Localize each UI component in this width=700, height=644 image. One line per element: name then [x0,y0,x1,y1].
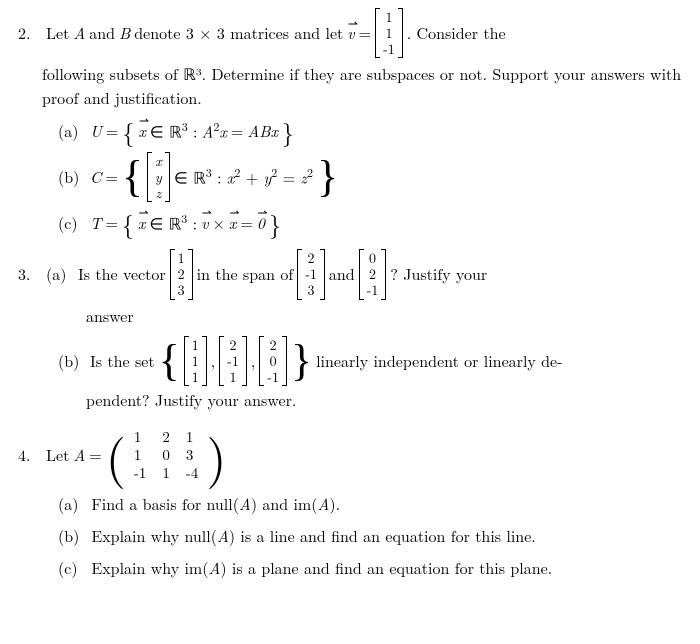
q2a-rhs: ABx⃗ [247,119,278,143]
q2c-x: x [138,211,145,235]
q2-B: B [119,21,130,45]
m-entry: -1 [134,464,147,482]
q4-pre: Let [46,443,69,467]
q2-v: v [347,21,354,45]
q3b-t1: Is the set [90,349,155,373]
v-entry: 1 [192,369,199,385]
q2b-eq: = [105,165,117,189]
q3a-v3: 0 2 -1 [359,249,387,299]
q2c-x2: x [229,211,236,235]
q2c-in: ∈ ℝ3 : [149,210,197,235]
v-entry: -1 [367,282,379,298]
q3a-v1: 1 2 3 [170,249,193,299]
q2b-C: C [90,165,101,189]
q4c-label: (c) [58,556,86,580]
q2a-eq2: = [231,119,243,143]
q2a-in: ∈ ℝ3 : [150,118,198,143]
brace-l-icon: { [122,155,143,199]
v-entry: z [156,185,162,201]
paren-l-icon: ( [106,429,126,481]
q4b: (b) Explain why null(A) is a line and fi… [58,524,682,548]
comma: , [211,349,215,373]
q4-number: 4. [18,443,42,467]
q4b-label: (b) [58,524,86,548]
question-3: 3. (a) Is the vector 1 2 3 in the span o… [18,249,682,412]
q3a: 3. (a) Is the vector 1 2 3 in the span o… [18,249,682,299]
brace-r-icon: } [317,155,338,199]
q2b-cond: ∈ ℝ3 : x2 + y2 = z2 [174,164,313,189]
brace-r-icon: } [291,339,312,383]
q3-number: 3. [18,262,42,286]
paren-r-icon: ) [206,429,226,481]
q3a-t2: in the span of [197,262,294,286]
v-entry: 3 [308,282,315,298]
q2-vec-v: 1 1 -1 [375,8,403,58]
q4a-text: Find a basis for null(A) and im(A). [91,492,340,515]
q3b-label: (b) [58,349,86,373]
q4c-text: Explain why im(A) is a plane and find an… [91,556,552,579]
q2-consider: . Consider the [407,21,506,45]
q2-text-let: Let [46,21,69,45]
q2c-v: v [201,211,208,235]
q3a-label: (a) [46,262,74,286]
brace-l-icon: { [122,119,134,143]
question-2: 2. Let A and B denote 3 × 3 matrices and… [18,8,682,235]
q4c: (c) Explain why im(A) is a plane and fin… [58,556,682,580]
q2a: (a) U = { x ∈ ℝ3 : A2x⃗ = ABx⃗ } [58,118,682,143]
m-entry: 1 [162,464,170,482]
q3b-v1: 1 1 1 [184,336,207,386]
q3a-t1: Is the vector [78,262,166,286]
question-4: 4. Let A = ( 1 2 1 1 0 3 -1 1 -4 ) (a) F… [18,426,682,580]
q4-eq: = [89,443,101,467]
q4-A: A [73,443,85,467]
q2-A: A [73,21,85,45]
q2-intro-line1: 2. Let A and B denote 3 × 3 matrices and… [18,8,682,58]
q2c-eq2: = [240,211,252,235]
q2-number: 2. [18,21,42,45]
q2a-U: U [90,119,102,143]
v-entry: 3 [178,282,185,298]
q2c-T: T [90,211,101,235]
q3b-t2: linearly independent or linearly de- [316,349,562,373]
q2-line2: following subsets of ℝ³. Determine if th… [42,62,682,110]
q2c-times: × [212,211,224,235]
brace-l-icon: { [159,339,180,383]
q2-denote: denote 3 × 3 matrices and let [134,21,343,45]
brace-r-icon: } [269,211,281,235]
brace-r-icon: } [282,119,294,143]
q2b: (b) C = { x y z ∈ ℝ3 : x2 + y2 = z2 } [58,152,682,202]
q2b-label: (b) [58,165,86,189]
q2c: (c) T = { x ∈ ℝ3 : v × x = 0 } [58,210,682,235]
q2a-lhs: A2x⃗ [202,118,227,143]
q3b-v3: 2 0 -1 [259,336,287,386]
m-entry: -4 [186,464,199,482]
q4a-label: (a) [58,492,86,516]
q3b-v2: 2 -1 1 [219,336,247,386]
q3a-t5: answer [86,304,682,328]
v-entry: 1 [230,369,237,385]
q4b-text: Explain why null(A) is a line and find a… [91,524,535,547]
q2c-label: (c) [58,211,86,235]
q3a-t3: and [329,262,355,286]
q3b-t3: pendent? Justify your answer. [86,388,682,412]
v-entry: -1 [267,369,279,385]
q4a: (a) Find a basis for null(A) and im(A). [58,492,682,516]
q3b: (b) Is the set { 1 1 1 , 2 -1 1 , 2 0 -1 [58,336,682,386]
q2-and: and [89,21,115,45]
q2c-eq: = [105,211,117,235]
v-entry: -1 [383,41,395,57]
q2a-label: (a) [58,119,86,143]
q3a-v2: 2 -1 3 [297,249,325,299]
brace-l-icon: { [122,211,134,235]
comma: , [251,349,255,373]
q2-eq: = [359,21,371,45]
q3a-t4: ? Justify your [390,262,487,286]
q2c-zero: 0 [257,211,265,235]
q2a-x: x [138,119,145,143]
q4-matrix: 1 2 1 1 0 3 -1 1 -4 [130,426,203,484]
q2a-eq: = [106,119,118,143]
q2b-vec: x y z [147,152,170,202]
q4-header: 4. Let A = ( 1 2 1 1 0 3 -1 1 -4 ) [18,426,682,484]
